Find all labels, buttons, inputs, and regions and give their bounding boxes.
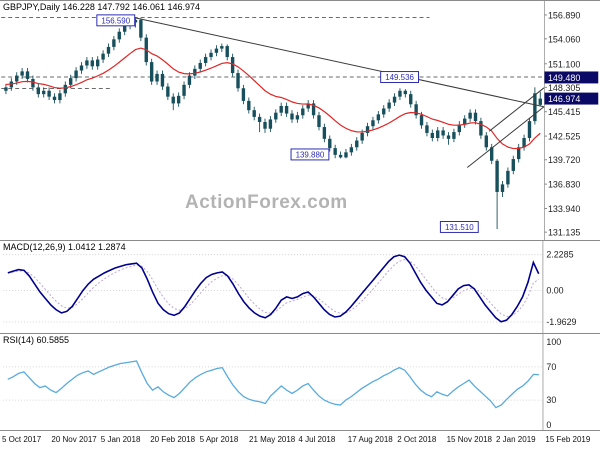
dashed-levels [1,17,544,90]
macd-tick: 0.00 [546,285,563,295]
price-tick: 142.525 [548,132,580,142]
rsi-tick: 0 [546,420,551,430]
price-tick: 154.060 [548,34,580,44]
price-axis: 156.890 154.060 151.100 149.480148.305146.9… [543,1,599,240]
time-label: 5 Jan 2018 [100,435,141,444]
trendlines [133,16,545,168]
rsi-tick: 70 [546,362,556,372]
price-tick: 151.100 [548,59,580,69]
price-tick: 148.305 [548,83,580,93]
annotation-label: 131.510 [445,223,474,232]
annotations: 156.590 149.536 139.880 131.510 [96,14,479,233]
time-label: 2 Jan 2019 [496,435,536,444]
time-label: 17 Aug 2018 [347,435,393,444]
macd-tick: -1.9629 [546,317,576,327]
price-tag: 146.974 [548,94,580,104]
candles-series [4,17,542,229]
rsi-canvas: 100 70 30 0 [3,334,561,430]
time-label: 2 Oct 2018 [397,435,437,444]
time-label: 4 Jul 2018 [298,435,336,444]
time-label: 5 Apr 2018 [199,435,239,444]
time-label: 5 Oct 2017 [2,435,42,444]
moving-average-line [5,47,541,150]
annotation-label: 156.590 [101,16,130,25]
rsi-label: RSI(14) 60.5855 [3,335,70,345]
time-label: 20 Feb 2018 [150,435,196,444]
annotation-label: 139.880 [296,150,325,159]
time-axis: 5 Oct 2017 20 Nov 2017 5 Jan 2018 20 Feb 20… [0,430,600,450]
macd-axis: 2.2285 0.00 -1.9629 [542,241,577,333]
rsi-panel: 100 70 30 0 RSI(14) 60.5855 [0,333,600,430]
price-tick: 131.135 [548,228,580,238]
annotation-label: 149.536 [385,73,414,82]
rsi-tick: 30 [546,395,556,405]
price-panel: 156.590 149.536 139.880 131.510 156.890 154.0… [0,0,600,240]
time-label: 15 Nov 2018 [446,435,492,444]
macd-grid [3,254,543,323]
macd-canvas: 2.2285 0.00 -1.9629 [3,241,577,333]
rsi-line [7,360,539,409]
price-candles-canvas: 156.590 149.536 139.880 131.510 156.890 154.0… [1,1,599,240]
rsi-axis: 100 70 30 0 [542,334,561,430]
rsi-grid [3,366,543,401]
macd-panel: 2.2285 0.00 -1.9629 MACD(12,26,9) 1.0412 1… [0,240,600,333]
macd-label: MACD(12,26,9) 1.0412 1.2874 [3,242,126,252]
time-label: 21 May 2018 [249,435,296,444]
watermark: ActionForex.com [185,192,348,213]
price-tick: 139.720 [548,155,580,165]
price-tick: 156.890 [548,10,580,20]
time-label: 15 Feb 2019 [545,435,591,444]
macd-tick: 2.2285 [546,250,573,260]
price-tick: 145.415 [548,107,580,117]
price-tick: 136.830 [548,180,580,190]
rsi-tick: 100 [546,337,561,347]
time-label: 20 Nov 2017 [51,435,97,444]
macd-line [7,254,540,323]
price-tick: 133.940 [548,204,580,214]
price-tag: 149.480 [548,73,580,83]
chart-title: GBPJPY,Daily 146.228 147.792 146.061 146… [3,2,200,12]
